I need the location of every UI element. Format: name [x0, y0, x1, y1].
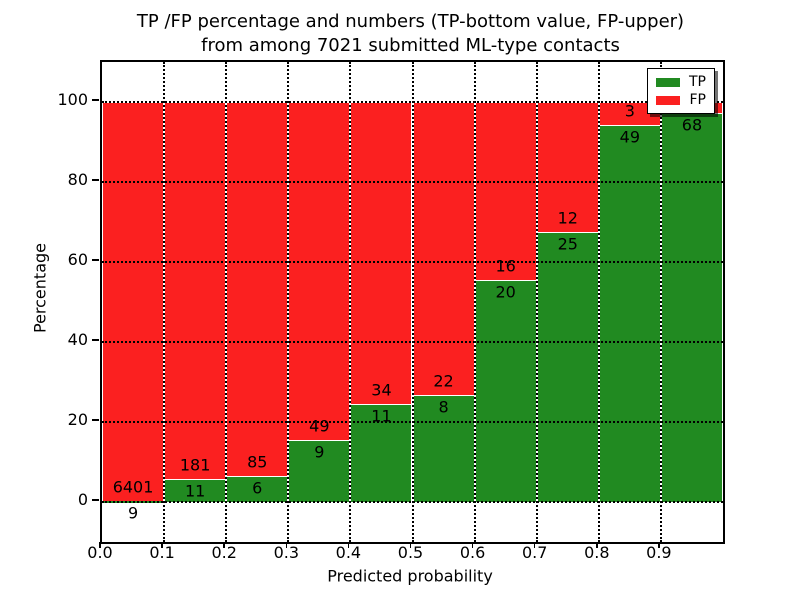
bar-value-label-tp: 20 — [495, 282, 516, 302]
fp-bar-segment — [226, 102, 289, 476]
bar-value-label-tp: 9 — [127, 503, 139, 523]
tp-bar-segment — [660, 113, 723, 502]
x-tick-label: 0.9 — [646, 543, 672, 562]
chart-title-line1: TP /FP percentage and numbers (TP-bottom… — [136, 11, 685, 32]
fp-bar-segment — [102, 102, 165, 502]
fp-bar-segment — [164, 102, 227, 480]
gridline-h — [102, 181, 723, 183]
y-tick-mark — [92, 339, 99, 341]
tp-bar-segment — [226, 475, 289, 502]
x-tick-label: 0.0 — [87, 543, 113, 562]
y-tick-label: 100 — [57, 90, 88, 109]
bar-value-label-fp: 12 — [557, 208, 578, 228]
bar-value-label-tp: 49 — [619, 127, 641, 147]
bar-value-label-fp: 22 — [433, 371, 454, 391]
y-tick-mark — [92, 419, 99, 421]
tp-bar-segment — [474, 279, 537, 502]
gridline-h — [102, 101, 723, 103]
bar-value-label-fp: 181 — [179, 455, 211, 475]
x-tick-label: 0.7 — [521, 543, 548, 562]
bar-value-label-tp: 11 — [371, 406, 392, 426]
fp-bar-segment — [474, 102, 537, 280]
gridline-v — [411, 62, 414, 542]
fp-bar-segment — [288, 102, 351, 440]
x-tick-label: 0.6 — [459, 543, 486, 562]
gridline-v — [597, 62, 600, 542]
y-axis-label: Percentage — [30, 242, 50, 334]
gridline-v — [659, 62, 662, 542]
bar-value-label-tp: 68 — [681, 115, 703, 135]
gridline-h — [102, 341, 723, 343]
y-tick-mark — [92, 499, 99, 501]
bar-value-label-fp: 34 — [371, 380, 392, 400]
y-tick-label: 20 — [67, 410, 88, 429]
bar-value-label-fp: 3 — [624, 101, 635, 121]
bar-value-label-tp: 8 — [438, 397, 449, 417]
bar-value-label-fp: 85 — [247, 452, 268, 472]
x-tick-label: 0.4 — [335, 543, 362, 562]
bar-value-label-fp: 49 — [309, 416, 330, 436]
chart-title-line2: from among 7021 submitted ML-type contac… — [201, 35, 620, 56]
x-axis-label: Predicted probability — [327, 566, 493, 586]
x-tick-label: 0.3 — [273, 543, 300, 562]
bar-value-label-tp: 11 — [184, 481, 206, 501]
x-tick-label: 0.5 — [397, 543, 424, 562]
y-tick-mark — [92, 179, 99, 181]
y-tick-label: 40 — [67, 330, 88, 349]
plot-area: 6401918111856499341122816201225349268 TP… — [100, 60, 725, 544]
gridline-h — [102, 421, 723, 423]
bar-labels-layer: 6401918111856499341122816201225349268 — [102, 62, 723, 542]
x-tick-label: 0.2 — [211, 543, 237, 562]
fp-bar-segment — [350, 102, 413, 405]
y-tick-label: 0 — [77, 490, 88, 509]
legend-label-fp: FP — [689, 92, 707, 108]
gridline-h — [102, 501, 723, 503]
legend: TP FP — [647, 68, 715, 114]
grid-layer — [102, 62, 723, 542]
gridline-v — [535, 62, 538, 542]
gridline-v — [349, 62, 352, 542]
chart-title: TP /FP percentage and numbers (TP-bottom… — [100, 10, 721, 58]
legend-swatch-tp — [656, 77, 680, 87]
x-tick-label: 0.1 — [149, 543, 175, 562]
bar-value-label-tp: 9 — [314, 442, 325, 462]
bar-value-label-tp: 25 — [557, 234, 578, 254]
tp-bar-segment — [598, 125, 661, 502]
gridline-h — [102, 261, 723, 263]
gridline-v — [287, 62, 290, 542]
gridline-v — [225, 62, 228, 542]
tp-bar-segment — [288, 439, 351, 502]
legend-label-tp: TP — [689, 74, 706, 90]
tp-bar-segment — [536, 231, 599, 502]
gridline-v — [163, 62, 166, 542]
x-tick-label: 0.8 — [584, 543, 610, 562]
bar-value-label-fp: 16 — [495, 256, 516, 276]
bar-value-label-fp: 6401 — [112, 477, 154, 497]
fp-bar-segment — [412, 102, 475, 396]
y-tick-mark — [92, 259, 99, 261]
gridline-v — [473, 62, 476, 542]
y-tick-mark — [92, 99, 99, 101]
legend-swatch-fp — [656, 95, 680, 105]
y-tick-label: 80 — [67, 170, 88, 189]
legend-item-fp: FP — [648, 93, 714, 107]
fp-bar-segment — [536, 102, 599, 232]
legend-item-tp: TP — [648, 75, 714, 89]
bar-value-label-tp: 6 — [252, 478, 263, 498]
